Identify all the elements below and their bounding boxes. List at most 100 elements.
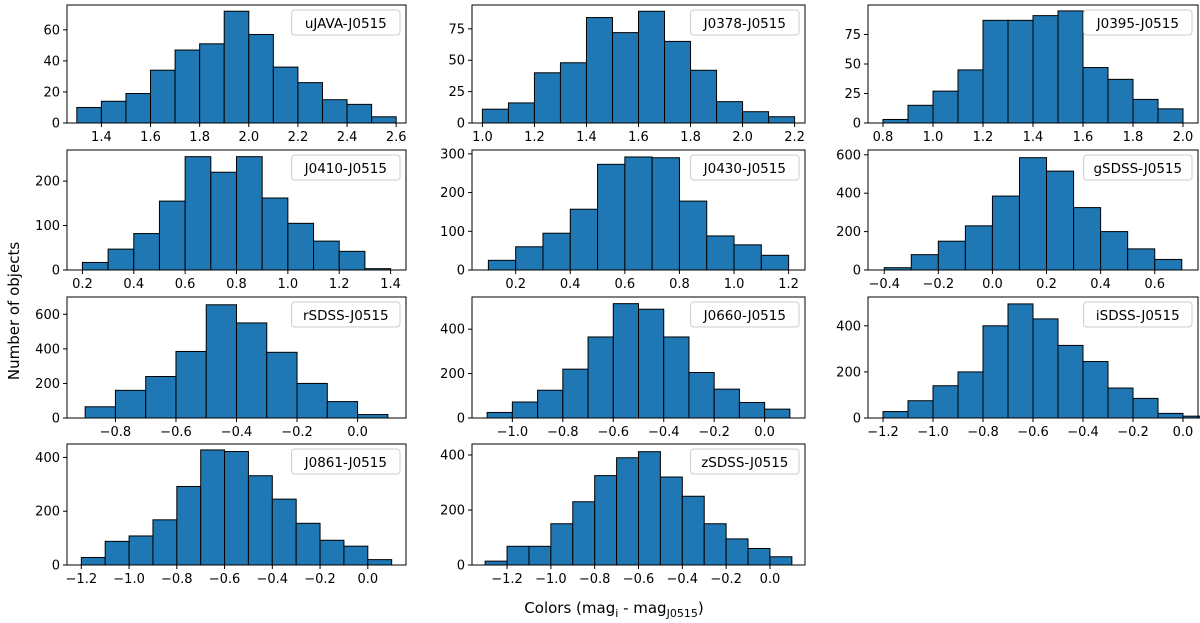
x-tick-label: −0.2 bbox=[1117, 425, 1149, 440]
histogram-bar bbox=[100, 100, 127, 124]
histogram-bar bbox=[542, 232, 571, 271]
x-tick-label: 1.0 bbox=[923, 130, 944, 145]
histogram-bar bbox=[1082, 67, 1109, 124]
histogram-bar bbox=[597, 163, 626, 271]
y-tick-label: 400 bbox=[836, 319, 861, 334]
y-tick-label: 50 bbox=[844, 58, 861, 73]
y-tick-label: 50 bbox=[448, 54, 465, 69]
x-tick-label: −0.4 bbox=[257, 572, 289, 587]
legend-label: J0861-J0515 bbox=[304, 455, 387, 471]
axes-frame bbox=[471, 149, 806, 271]
x-tick-label: 0.4 bbox=[1090, 277, 1111, 292]
panel-j0660-j0515: −1.0 −0.8 −0.6 −0.4 −0.2 0.0 0 200 400 J0660-J051… bbox=[440, 296, 806, 440]
x-tick-label: 0.0 bbox=[1173, 425, 1194, 440]
histogram-bar bbox=[175, 350, 207, 419]
histogram-bar bbox=[511, 401, 539, 419]
x-tick-label: 1.6 bbox=[1073, 130, 1094, 145]
x-tick-label: −0.2 bbox=[698, 425, 730, 440]
legend-box bbox=[291, 301, 401, 328]
x-tick-label: 1.6 bbox=[628, 130, 649, 145]
x-tick-label: 1.4 bbox=[1023, 130, 1044, 145]
legend-label: zSDSS-J0515 bbox=[701, 455, 788, 471]
histogram-bar bbox=[114, 389, 147, 419]
histogram-bar bbox=[150, 69, 176, 124]
legend-box bbox=[291, 154, 401, 181]
histogram-bar bbox=[145, 376, 177, 419]
histogram-bar bbox=[174, 49, 201, 124]
x-tick-label: 2.0 bbox=[238, 130, 259, 145]
y-tick-label: 100 bbox=[35, 219, 60, 234]
x-tick-label: 1.2 bbox=[778, 277, 799, 292]
histogram-bar bbox=[506, 545, 530, 566]
y-tick-label: 400 bbox=[35, 451, 60, 466]
histogram-bar bbox=[295, 522, 321, 566]
y-tick-label: 75 bbox=[844, 28, 861, 43]
histogram-bar bbox=[594, 475, 618, 566]
y-tick-label: 400 bbox=[836, 187, 861, 202]
histogram-bar bbox=[507, 102, 535, 124]
histogram-bar bbox=[287, 222, 315, 271]
x-tick-label: 2.0 bbox=[732, 130, 753, 145]
y-tick-label: 200 bbox=[35, 175, 60, 190]
histogram-bar bbox=[266, 351, 298, 419]
histogram-bar bbox=[587, 336, 614, 419]
y-tick-label: 0 bbox=[457, 559, 465, 574]
histogram-bar bbox=[297, 82, 323, 124]
histogram-bar bbox=[760, 254, 790, 271]
x-tick-label: −1.0 bbox=[917, 425, 949, 440]
histogram-bar bbox=[81, 261, 109, 271]
histogram-bar bbox=[481, 108, 509, 124]
histogram-bar bbox=[272, 66, 299, 124]
histogram-bar bbox=[1107, 78, 1134, 124]
histogram-bar bbox=[688, 371, 715, 419]
histogram-bar bbox=[125, 93, 152, 124]
histogram-bar bbox=[663, 336, 690, 419]
y-tick-label: 40 bbox=[43, 54, 60, 69]
legend-box bbox=[690, 301, 800, 328]
x-tick-label: 1.6 bbox=[140, 130, 161, 145]
histogram-bar bbox=[1154, 258, 1183, 271]
histogram-bar bbox=[1132, 98, 1159, 124]
y-tick-label: 600 bbox=[35, 308, 60, 323]
histogram-bar bbox=[1018, 157, 1048, 271]
histogram-bar bbox=[991, 195, 1020, 271]
histogram-bar bbox=[1082, 361, 1109, 419]
y-tick-label: 0 bbox=[457, 264, 465, 279]
histogram-bar bbox=[236, 322, 268, 419]
legend-box bbox=[690, 448, 800, 475]
x-tick-label: −1.2 bbox=[66, 572, 98, 587]
legend-label: rSDSS-J0515 bbox=[303, 308, 389, 324]
y-tick-label: 75 bbox=[448, 22, 465, 37]
histogram-bar bbox=[769, 556, 793, 566]
y-axis-label: Number of objects bbox=[5, 242, 23, 380]
histogram-bar bbox=[738, 401, 766, 419]
x-tick-label: 0.2 bbox=[505, 277, 526, 292]
panel-j0861-j0515: −1.2 −1.0 −0.8 −0.6 −0.4 −0.2 0.0 0 200 400 J0861-… bbox=[35, 443, 407, 587]
x-tick-label: −0.2 bbox=[923, 277, 955, 292]
legend-box bbox=[291, 9, 401, 36]
axes-frame bbox=[66, 4, 407, 124]
histogram-bar bbox=[133, 233, 160, 271]
histogram-bar bbox=[80, 556, 106, 566]
histogram-bar bbox=[1132, 397, 1159, 419]
histogram-bar bbox=[703, 523, 727, 566]
histogram-bar bbox=[487, 259, 517, 271]
x-tick-label: 1.4 bbox=[380, 277, 401, 292]
panel-ujava-j0515: 1.4 1.6 1.8 2.0 2.2 2.4 2.6 0 20 40 60 uJAVA-J0515 bbox=[43, 4, 407, 145]
histogram-bar bbox=[210, 171, 237, 271]
y-tick-label: 25 bbox=[448, 85, 465, 100]
x-tick-label: −0.6 bbox=[597, 425, 629, 440]
y-tick-label: 200 bbox=[836, 365, 861, 380]
histogram-bar bbox=[932, 90, 959, 124]
histogram-bar bbox=[1032, 318, 1059, 419]
histogram-bar bbox=[515, 246, 544, 271]
y-tick-label: 0 bbox=[457, 412, 465, 427]
legend-label: J0660-J0515 bbox=[703, 308, 786, 324]
histogram-bar bbox=[1100, 231, 1129, 271]
histogram-bar bbox=[1127, 248, 1156, 271]
x-tick-label: 0.0 bbox=[357, 572, 378, 587]
histogram-bar bbox=[733, 244, 762, 271]
x-axis-label: Colors (magi - magJ0515) bbox=[524, 599, 703, 620]
histogram-bar bbox=[907, 104, 934, 124]
